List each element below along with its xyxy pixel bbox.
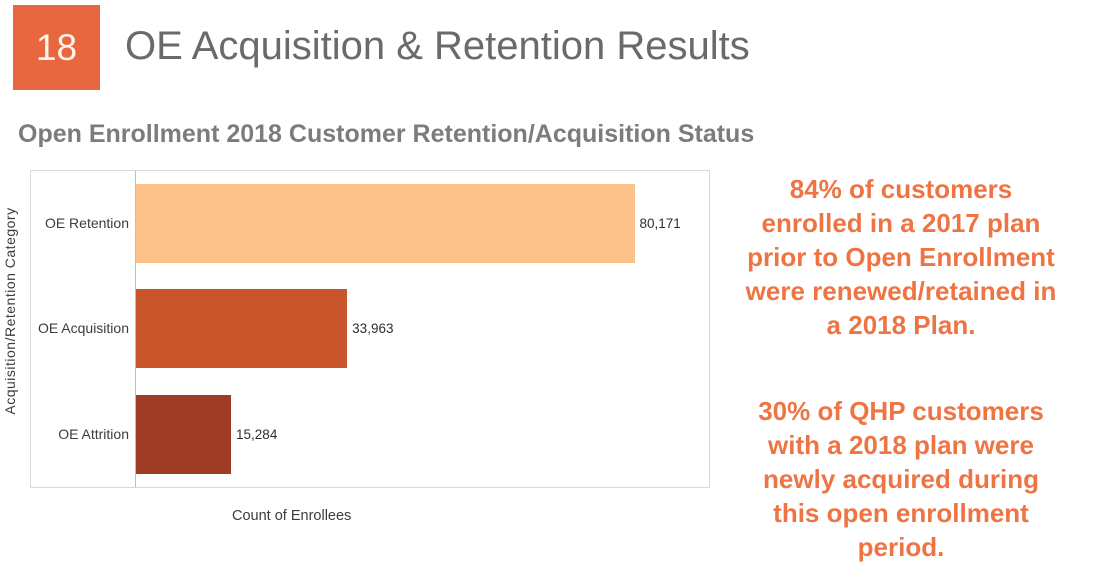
bar-chart: OE Retention 80,171 OE Acquisition 33,96… [30,170,710,488]
plot-cell: 33,963 [135,276,709,382]
bar-row-retention: OE Retention 80,171 [31,171,709,277]
plot-cell: 80,171 [135,171,709,277]
slide-title: OE Acquisition & Retention Results [125,24,750,68]
category-label: OE Retention [44,215,129,232]
bar-acquisition [136,289,348,369]
bar-value-label: 15,284 [236,426,278,442]
y-axis-label: Acquisition/Retention Category [2,207,18,415]
chart-title: Open Enrollment 2018 Customer Retention/… [18,120,755,148]
bar-attrition [136,394,232,474]
bar-value-label: 33,963 [352,321,394,337]
slide-number-badge: 18 [13,5,100,90]
bar-row-acquisition: OE Acquisition 33,963 [31,276,709,382]
retention-note: 84% of customers enrolled in a 2017 plan… [745,174,1057,340]
category-label: OE Acquisition [37,320,129,337]
bar-retention [136,184,635,264]
bar-value-label: 80,171 [639,216,681,232]
category-label: OE Attrition [58,425,129,442]
slide-number: 18 [35,26,78,68]
plot-cell: 15,284 [135,381,709,487]
bar-row-attrition: OE Attrition 15,284 [31,381,709,487]
acquisition-note: 30% of QHP customers with a 2018 plan we… [758,396,1044,562]
x-axis-label: Count of Enrollees [232,508,352,524]
